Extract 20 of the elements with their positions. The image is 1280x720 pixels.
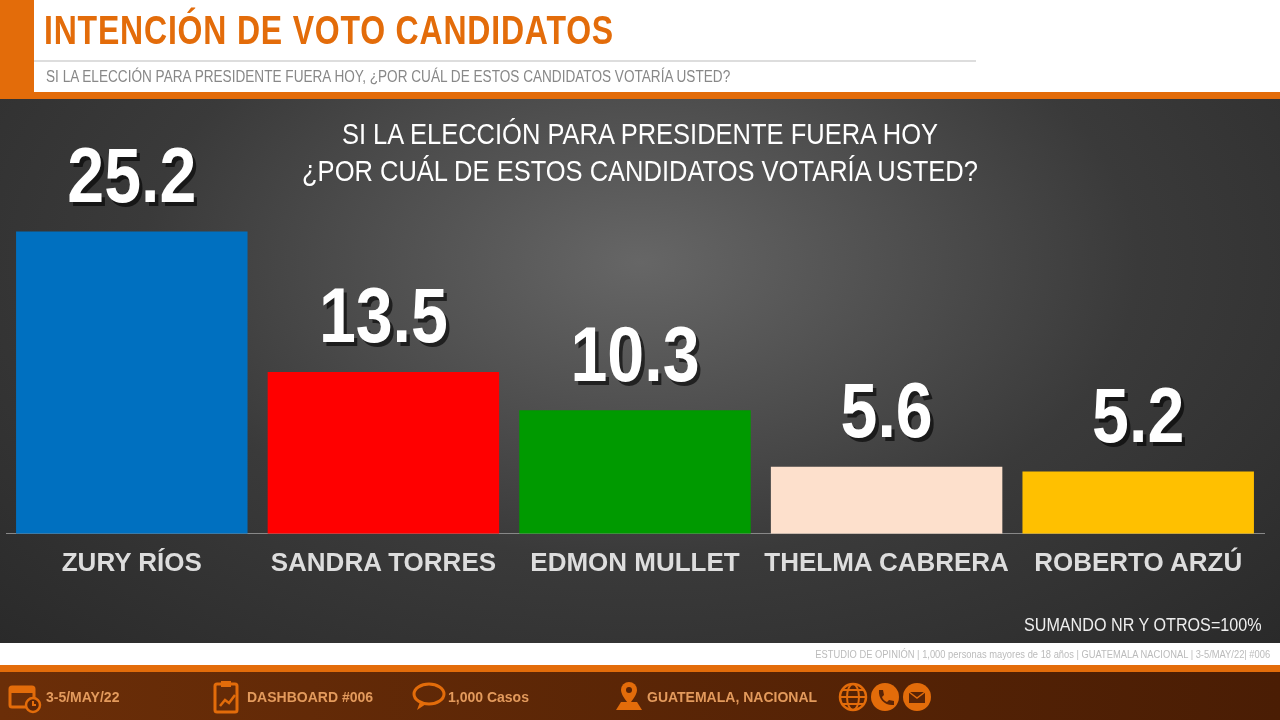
x-tick-label: THELMA CABRERA (764, 546, 1010, 577)
text: ¿POR CUÁL DE ESTOS CANDIDATOS VOTARÍA USTED? (302, 154, 978, 187)
text: ESTUDIO DE OPINIÓN | 1,000 personas mayores de 18 años | GUATEMALA NACIONAL | 3-5/MAY/22| #006 (815, 648, 1270, 660)
x-tick-label: ROBERTO ARZÚ (1034, 546, 1243, 577)
text: DASHBOARD #006 (247, 689, 374, 705)
bar (267, 371, 500, 534)
x-tick-label: EDMON MULLET (530, 546, 740, 577)
bar (16, 231, 248, 534)
chart-subtitle: SI LA ELECCIÓN PARA PRESIDENTE FUERA HOY, ¿POR CUÁL DE ESTOS CANDIDATOS VOTARÍA USTED? (46, 68, 731, 86)
bar (1022, 471, 1254, 534)
chart-title: INTENCIÓN DE VOTO CANDIDATOS (44, 8, 614, 53)
text: 3-5/MAY/22 (46, 689, 120, 705)
bar (519, 410, 751, 534)
text: SUMANDO NR Y OTROS=100% (1024, 614, 1262, 636)
text: SI LA ELECCIÓN PARA PRESIDENTE FUERA HOY (341, 117, 939, 150)
text: 1,000 Casos (448, 689, 529, 705)
text: GUATEMALA, NACIONAL (647, 689, 818, 705)
bar (770, 466, 1003, 534)
x-tick-label: ZURY RÍOS (61, 546, 202, 577)
x-tick-label: SANDRA TORRES (270, 546, 497, 577)
